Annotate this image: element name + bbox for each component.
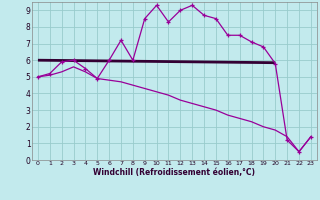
X-axis label: Windchill (Refroidissement éolien,°C): Windchill (Refroidissement éolien,°C) [93, 168, 255, 177]
